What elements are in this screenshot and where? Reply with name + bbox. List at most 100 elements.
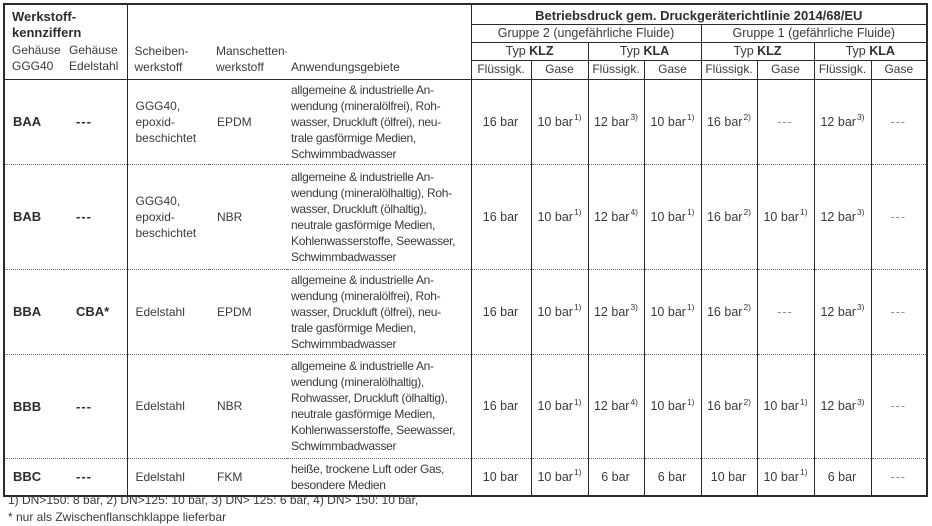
footnotes: 1) DN>150: 8 bar, 2) DN>125: 10 bar, 3) … xyxy=(8,492,418,526)
cell-manschettenwerkstoff: NBR xyxy=(209,353,287,458)
pressure-cell: 16 bar2) xyxy=(700,268,757,354)
pressure-cell: 16 bar2) xyxy=(700,79,757,164)
column-header-fluessigkeit: Flüssigk. xyxy=(813,60,871,80)
column-group-gruppe1: Gruppe 1 (gefährliche Fluide) xyxy=(700,24,928,43)
pressure-cell: 10 bar1) xyxy=(643,163,701,269)
cell-scheibenwerkstoff: Edelstahl xyxy=(126,457,209,496)
pressure-cell: 10 bar xyxy=(700,457,757,496)
pressure-cell: 10 bar1) xyxy=(530,457,588,496)
pressure-cell: 12 bar3) xyxy=(813,79,871,164)
pressure-cell: 10 bar1) xyxy=(643,79,701,164)
pressure-cell: 10 bar1) xyxy=(530,79,588,164)
cell-scheibenwerkstoff: Edelstahl xyxy=(126,353,209,458)
column-header-fluessigkeit: Flüssigk. xyxy=(587,60,644,80)
column-header-gehaeuse-ggg40: Gehäuse GGG40 xyxy=(12,43,61,73)
betriebsdruck-title: Betriebsdruck gem. Druckgeräterichtlinie… xyxy=(470,4,928,25)
materials-pressure-table: Werkstoff- kennziffern Gehäuse GGG40 Geh… xyxy=(3,3,929,497)
pressure-cell: 10 bar xyxy=(470,457,531,496)
pressure-cell: 16 bar xyxy=(470,353,531,458)
pressure-cell: 10 bar1) xyxy=(643,353,701,458)
pressure-cell: 10 bar1) xyxy=(756,353,814,458)
table-row: BAB --- GGG40, epoxid- beschichtet NBR a… xyxy=(4,163,928,269)
cell-manschettenwerkstoff: EPDM xyxy=(217,114,252,129)
cell-gehaeuse-ggg40: BAA xyxy=(13,114,42,129)
column-group-typ-klz-g1: Typ KLZ xyxy=(700,42,814,61)
pressure-cell: --- xyxy=(870,163,928,269)
column-header-scheibenwerkstoff: Scheiben- werkstoff xyxy=(126,4,209,80)
cell-manschettenwerkstoff: NBR xyxy=(209,163,287,269)
header-row-typ: Typ KLZ Typ KLA Typ KLZ Typ KLA xyxy=(4,42,928,61)
column-header-gase: Gase xyxy=(530,60,588,80)
column-header-gase: Gase xyxy=(643,60,701,80)
werkstoff-kennziffern-header: Werkstoff- kennziffern Gehäuse GGG40 Geh… xyxy=(4,4,127,80)
cell-gehaeuse-ggg40: BBC xyxy=(4,457,64,496)
footnote-asterisk: * nur als Zwischenflanschklappe lieferba… xyxy=(8,510,227,524)
pressure-cell: 10 bar1) xyxy=(530,163,588,269)
pressure-cell: 12 bar3) xyxy=(587,268,644,354)
footnote-pressure-limits: 1) DN>150: 8 bar, 2) DN>125: 10 bar, 3) … xyxy=(8,493,419,507)
pressure-cell: 12 bar3) xyxy=(813,163,871,269)
header-row-title: Werkstoff- kennziffern Gehäuse GGG40 Geh… xyxy=(4,4,928,80)
column-group-typ-klz-g2: Typ KLZ xyxy=(470,42,588,61)
pressure-cell: 10 bar1) xyxy=(530,268,588,354)
pressure-cell: --- xyxy=(870,457,928,496)
cell-scheibenwerkstoff: GGG40, epoxid- beschichtet xyxy=(126,79,209,164)
cell-manschettenwerkstoff: FKM xyxy=(209,457,287,496)
pressure-cell: 10 bar1) xyxy=(530,353,588,458)
pressure-cell: --- xyxy=(870,353,928,458)
cell-gehaeuse-edelstahl: --- xyxy=(64,457,127,496)
pressure-cell: 10 bar1) xyxy=(643,268,701,354)
column-header-anwendungsgebiete: Anwendungsgebiete xyxy=(287,4,471,80)
pressure-cell: --- xyxy=(870,268,928,354)
pressure-cell: 12 bar3) xyxy=(813,353,871,458)
cell-gehaeuse-ggg40: BAB xyxy=(4,163,64,269)
cell-anwendungsgebiete: allgemeine & industrielle An- wendung (m… xyxy=(287,353,471,458)
pressure-cell: 10 bar1) xyxy=(756,457,814,496)
cell-manschettenwerkstoff: EPDM xyxy=(209,268,287,354)
table-row: BBB --- Edelstahl NBR allgemeine & indus… xyxy=(4,353,928,458)
cell-gehaeuse-ggg40: BBA xyxy=(4,268,64,354)
pressure-cell: 16 bar2) xyxy=(700,353,757,458)
pressure-cell: --- xyxy=(870,79,928,164)
pressure-cell: 16 bar xyxy=(470,79,531,164)
cell-gehaeuse-edelstahl: --- xyxy=(76,114,92,129)
table-row: BBC --- Edelstahl FKM heiße, trockene Lu… xyxy=(4,457,928,496)
column-header-fluessigkeit: Flüssigk. xyxy=(700,60,757,80)
pressure-cell: 6 bar xyxy=(643,457,701,496)
cell-scheibenwerkstoff: GGG40, epoxid- beschichtet xyxy=(126,163,209,269)
cell-anwendungsgebiete: allgemeine & industrielle An- wendung (m… xyxy=(291,82,441,161)
pressure-cell: 16 bar xyxy=(470,268,531,354)
pressure-cell: 6 bar xyxy=(813,457,871,496)
cell-anwendungsgebiete: heiße, trockene Luft oder Gas, besondere… xyxy=(287,457,471,496)
column-header-fluessigkeit: Flüssigk. xyxy=(470,60,531,80)
column-header-gase: Gase xyxy=(756,60,814,80)
column-group-gruppe2: Gruppe 2 (ungefährliche Fluide) xyxy=(470,24,701,43)
pressure-cell: 6 bar xyxy=(587,457,644,496)
table-row: BAA --- GGG40, epoxid- beschichtet EPDM … xyxy=(4,79,928,164)
pressure-cell: --- xyxy=(756,79,814,164)
column-header-manschettenwerkstoff: Manschetten- werkstoff xyxy=(209,4,287,80)
column-header-gehaeuse-edelstahl: Gehäuse Edelstahl xyxy=(69,43,119,73)
cell-gehaeuse-edelstahl: --- xyxy=(64,353,127,458)
pressure-cell: 12 bar3) xyxy=(813,268,871,354)
cell-anwendungsgebiete: allgemeine & industrielle An- wendung (m… xyxy=(287,268,471,354)
cell-scheibenwerkstoff: Edelstahl xyxy=(126,268,209,354)
column-group-typ-kla-g1: Typ KLA xyxy=(813,42,928,61)
pressure-cell: 12 bar4) xyxy=(587,163,644,269)
cell-gehaeuse-edelstahl: CBA* xyxy=(64,268,127,354)
header-row-gruppe: Gruppe 2 (ungefährliche Fluide) Gruppe 1… xyxy=(4,24,928,43)
pressure-cell: --- xyxy=(756,268,814,354)
column-group-typ-kla-g2: Typ KLA xyxy=(587,42,701,61)
pressure-cell: 16 bar xyxy=(470,163,531,269)
cell-anwendungsgebiete: allgemeine & industrielle An- wendung (m… xyxy=(287,163,471,269)
pressure-cell: 12 bar3) xyxy=(587,79,644,164)
cell-gehaeuse-ggg40: BBB xyxy=(4,353,64,458)
pressure-cell: 16 bar2) xyxy=(700,163,757,269)
pressure-cell: 10 bar1) xyxy=(756,163,814,269)
header-row-medium: Flüssigk. Gase Flüssigk. Gase Flüssigk. … xyxy=(4,60,928,80)
table-row: BBA CBA* Edelstahl EPDM allgemeine & ind… xyxy=(4,268,928,354)
cell-gehaeuse-edelstahl: --- xyxy=(64,163,127,269)
column-header-gase: Gase xyxy=(870,60,928,80)
werkstoff-kennziffern-title: Werkstoff- kennziffern xyxy=(12,9,82,40)
